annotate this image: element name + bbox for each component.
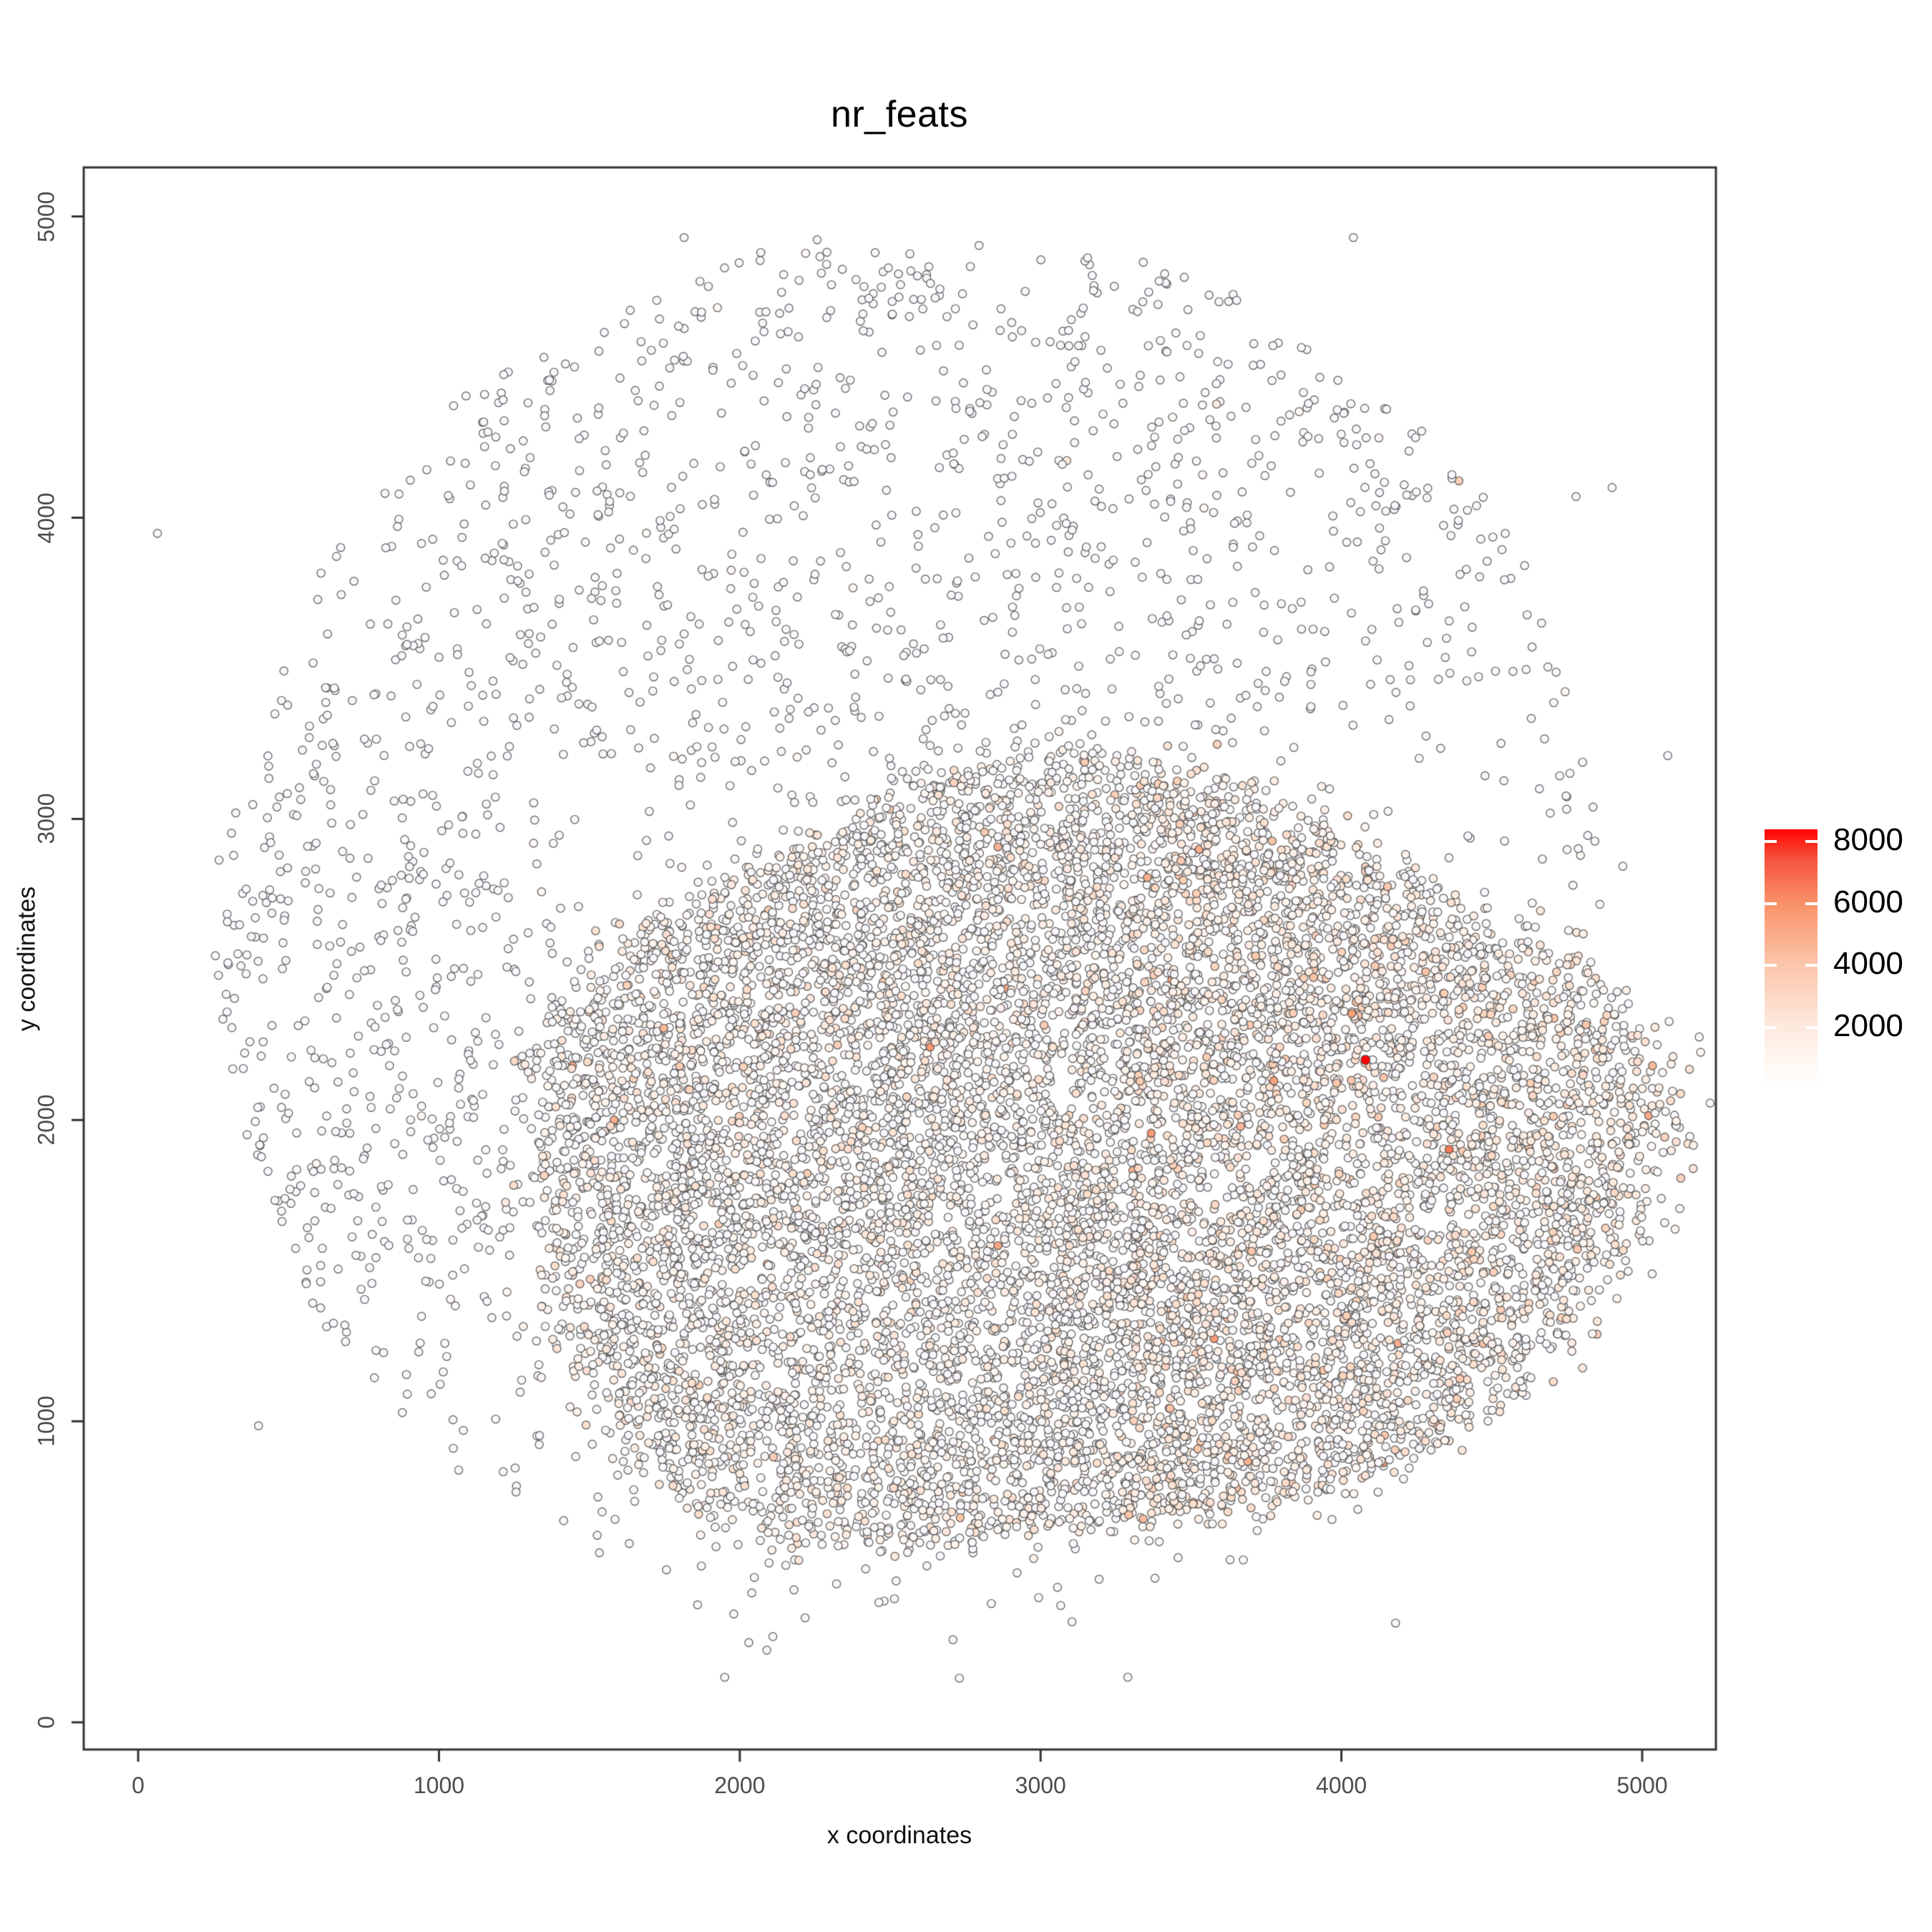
colorbar-tick-label: 2000: [1833, 1008, 1903, 1043]
colorbar-tick-label: 8000: [1833, 822, 1903, 858]
colorbar-tick: [1765, 964, 1777, 967]
colorbar-tick: [1765, 840, 1777, 844]
x-axis-title: x coordinates: [826, 1822, 972, 1849]
x-axis-tick-label: 1000: [413, 1772, 465, 1798]
y-axis-tick-label: 1000: [33, 1395, 59, 1447]
y-axis-tick-label: 5000: [33, 191, 59, 243]
y-axis-tick-label: 4000: [33, 492, 59, 544]
colorbar-tick: [1805, 902, 1818, 905]
x-axis-tick-label: 4000: [1316, 1772, 1367, 1798]
colorbar-tick: [1805, 840, 1818, 844]
y-axis-tick-label: 3000: [33, 793, 59, 844]
x-axis-tick-label: 0: [132, 1772, 145, 1798]
y-axis-tick-label: 2000: [33, 1094, 59, 1146]
colorbar-tick: [1765, 1025, 1777, 1029]
y-axis-tick-label: 0: [33, 1716, 59, 1729]
colorbar-tick: [1765, 902, 1777, 905]
x-axis-tick-label: 5000: [1616, 1772, 1668, 1798]
x-axis-tick-label: 3000: [1015, 1772, 1066, 1798]
chart-title: nr_feats: [831, 94, 968, 135]
colorbar-tick: [1805, 1025, 1818, 1029]
colorbar-tick-label: 4000: [1833, 946, 1903, 982]
y-axis-title: y coordinates: [13, 886, 41, 1032]
colorbar-gradient: [1765, 829, 1818, 1088]
colorbar-tick-label: 6000: [1833, 884, 1903, 919]
colorbar-tick: [1805, 964, 1818, 967]
colorbar-legend: 2000 4000 6000 8000: [1765, 822, 1903, 1088]
x-axis-tick-label: 2000: [714, 1772, 766, 1798]
